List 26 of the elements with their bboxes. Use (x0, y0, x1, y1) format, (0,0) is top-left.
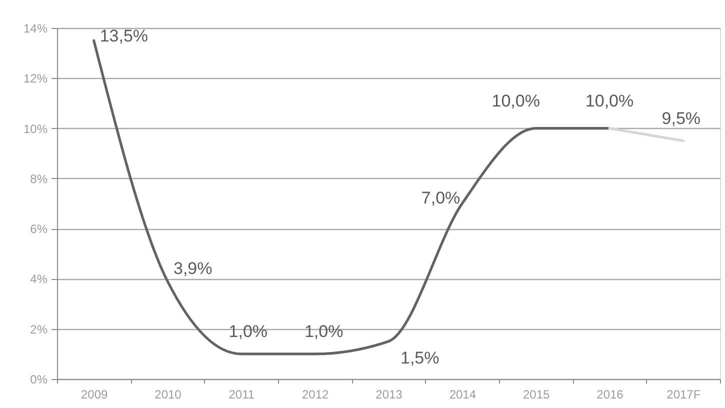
data-label: 1,0% (304, 322, 344, 341)
y-tick-label: 8% (30, 172, 48, 186)
x-tick-label: 2014 (449, 388, 476, 402)
x-tick-label: 2015 (522, 388, 550, 402)
y-tick-label: 14% (23, 22, 48, 36)
y-tick-label: 2% (30, 322, 48, 336)
data-label: 13,5% (100, 26, 148, 46)
x-tick-label: 2012 (302, 388, 330, 402)
x-tick-label: 2017F (666, 388, 701, 402)
y-tick-label: 6% (30, 222, 48, 236)
data-label: 9,5% (662, 108, 701, 128)
y-tick-label: 4% (30, 272, 48, 286)
data-label: 1,5% (400, 348, 440, 368)
x-tick-label: 2016 (596, 388, 624, 402)
x-tick-label: 2010 (154, 388, 182, 402)
x-tick-label: 2011 (228, 388, 255, 402)
x-tick-label: 2013 (376, 388, 403, 402)
data-label: 1,0% (228, 322, 268, 341)
y-tick-label: 10% (23, 122, 48, 136)
data-label: 3,9% (174, 259, 212, 278)
data-label: 7,0% (421, 188, 460, 208)
y-tick-label: 0% (30, 372, 48, 386)
data-label: 10,0% (585, 91, 634, 110)
data-label: 10,0% (492, 91, 540, 110)
x-tick-label: 2009 (80, 388, 108, 402)
y-tick-label: 12% (23, 72, 48, 86)
